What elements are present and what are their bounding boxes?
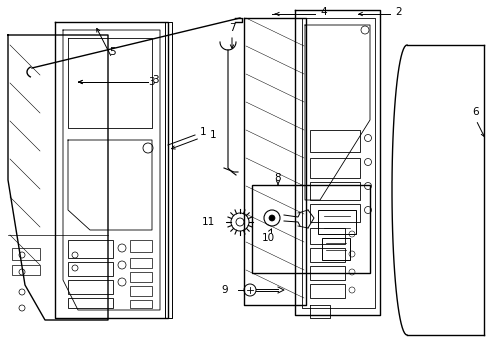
Bar [130, 272, 152, 282]
Bar [309, 204, 359, 222]
Bar [309, 182, 359, 200]
Bar [309, 158, 359, 178]
Bar [317, 210, 355, 234]
Bar [130, 300, 152, 308]
Text: 3: 3 [152, 75, 158, 85]
Bar [309, 130, 359, 152]
Text: 11: 11 [201, 217, 214, 227]
Bar [68, 280, 113, 294]
Text: 7: 7 [228, 23, 235, 33]
Circle shape [268, 215, 274, 221]
Bar [68, 240, 113, 258]
Bar [309, 248, 345, 262]
Bar [309, 284, 345, 298]
Text: 10: 10 [261, 233, 274, 243]
Bar [309, 228, 345, 244]
Text: 8: 8 [274, 173, 281, 183]
Text: 6: 6 [472, 107, 478, 117]
Bar [130, 240, 152, 252]
Bar [68, 298, 113, 308]
Text: 9: 9 [221, 285, 228, 295]
Bar [68, 262, 113, 276]
Bar [12, 248, 40, 260]
Text: 1: 1 [200, 127, 206, 137]
Bar [130, 286, 152, 296]
Text: 2: 2 [394, 7, 401, 17]
Bar [251, 185, 369, 273]
Bar [130, 258, 152, 268]
Bar [12, 265, 40, 275]
Text: 3: 3 [148, 77, 154, 87]
Text: 5: 5 [108, 47, 115, 57]
Text: 1: 1 [209, 130, 216, 140]
Bar [309, 266, 345, 280]
Bar [321, 238, 349, 260]
Text: 4: 4 [319, 7, 326, 17]
